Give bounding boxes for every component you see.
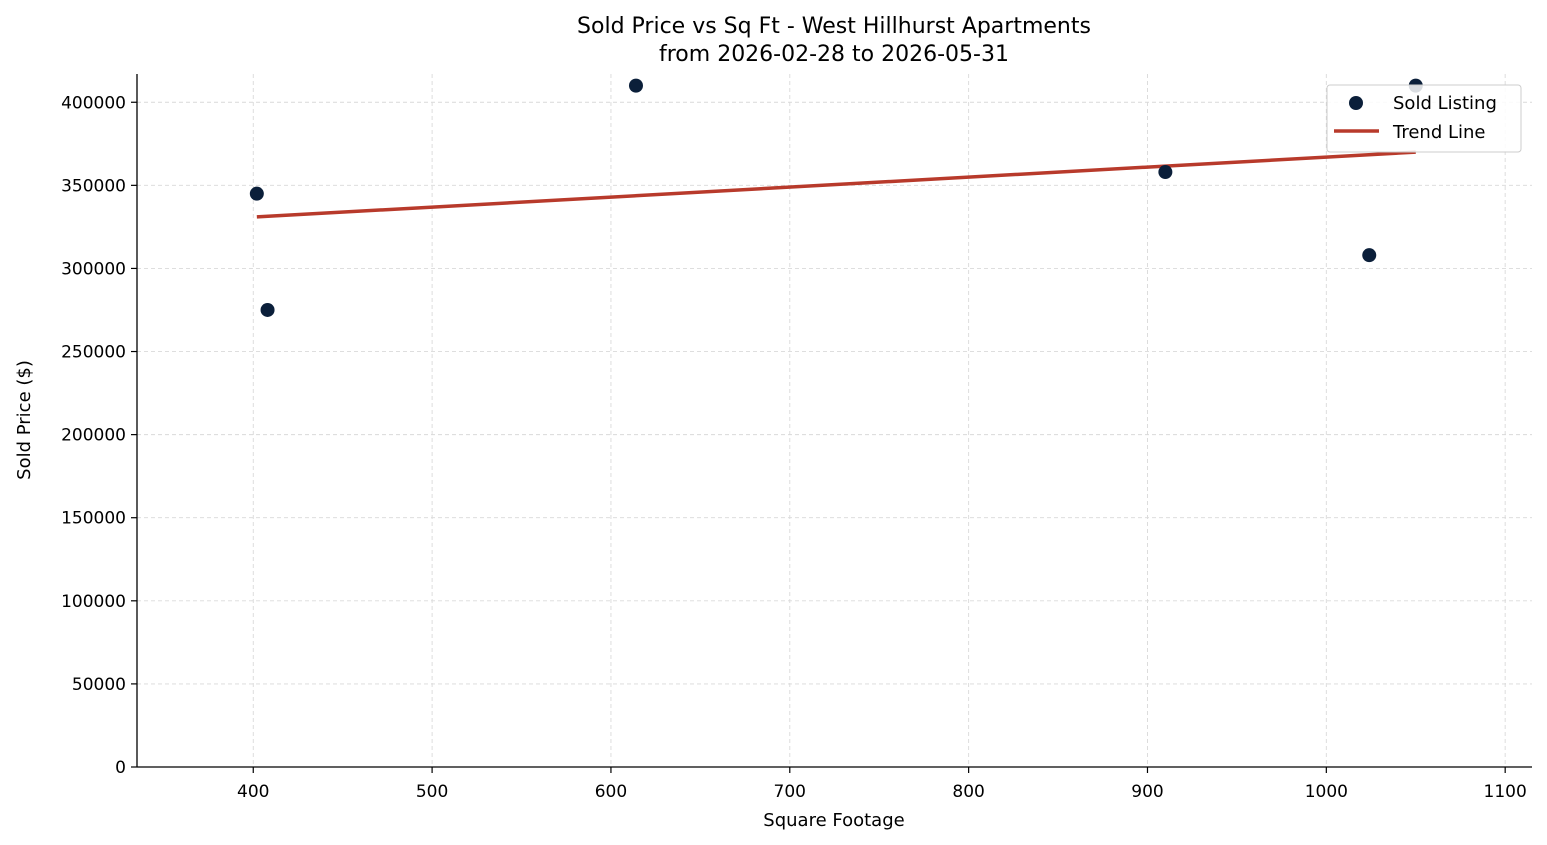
legend-label-trend-line: Trend Line [1392, 122, 1486, 143]
data-point [249, 186, 264, 201]
y-tick-label: 350000 [61, 176, 126, 196]
grid [137, 74, 1532, 768]
chart-subtitle: from 2026-02-28 to 2026-05-31 [659, 42, 1009, 67]
series [249, 78, 1423, 317]
x-tick-label: 1000 [1305, 782, 1348, 802]
x-tick-label: 700 [774, 782, 806, 802]
legend-box [1326, 84, 1522, 153]
chart-title: Sold Price vs Sq Ft - West Hillhurst Apa… [577, 14, 1091, 39]
data-point [1362, 248, 1377, 263]
x-tick-label: 600 [595, 782, 627, 802]
x-tick-label: 500 [416, 782, 448, 802]
data-point [1158, 165, 1173, 180]
x-tick-label: 800 [952, 782, 984, 802]
y-tick-label: 200000 [61, 426, 126, 446]
legend-label-sold-listing: Sold Listing [1393, 93, 1497, 114]
legend: Sold Listing Trend Line [1326, 84, 1522, 153]
legend-marker-sold-listing [1349, 96, 1363, 110]
trend-line [256, 150, 1416, 219]
data-point [260, 302, 275, 317]
data-point [628, 78, 643, 93]
x-tick-label: 400 [237, 782, 269, 802]
y-tick-label: 150000 [61, 509, 126, 529]
y-tick-label: 400000 [61, 93, 126, 113]
y-tick-label: 100000 [61, 592, 126, 612]
axes [136, 74, 1532, 768]
y-tick-label: 300000 [61, 259, 126, 279]
y-axis-label: Sold Price ($) [14, 360, 35, 480]
y-tick-label: 250000 [61, 343, 126, 363]
x-tick-label: 1100 [1484, 782, 1527, 802]
x-axis-label: Square Footage [763, 810, 904, 831]
y-tick-label: 50000 [72, 675, 126, 695]
y-tick-label: 0 [115, 758, 126, 778]
x-ticks: 400 500 600 700 800 900 1000 1100 [237, 767, 1527, 802]
y-ticks: 0 50000 100000 150000 200000 250000 300000 3500… [61, 93, 137, 778]
x-tick-label: 900 [1131, 782, 1163, 802]
